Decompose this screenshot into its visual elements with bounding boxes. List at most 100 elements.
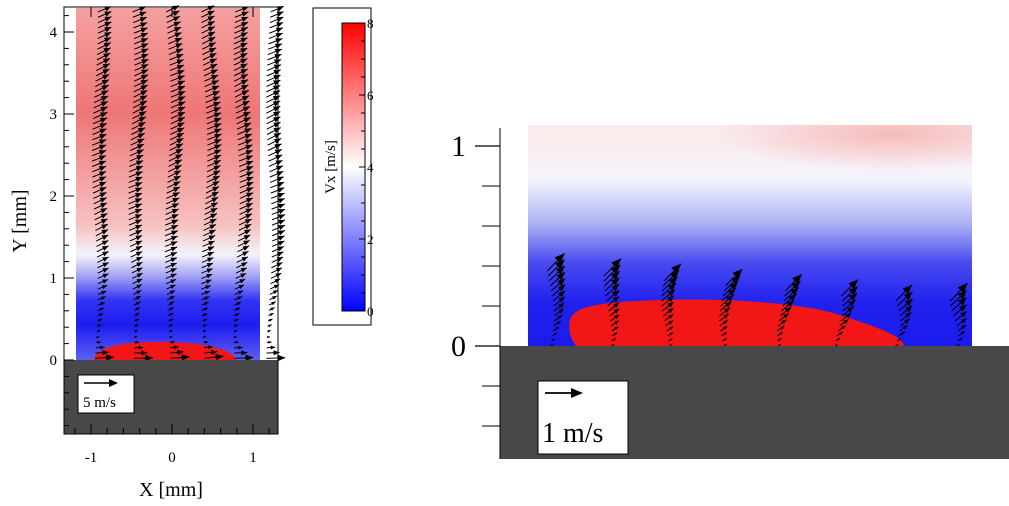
right-velocity-vector-head <box>848 279 859 290</box>
left-velocity-vector-head <box>241 11 249 17</box>
colorbar-tick-label: 0 <box>367 304 374 319</box>
left-velocity-vector-head <box>177 117 185 123</box>
left-velocity-vector-head <box>140 79 148 86</box>
left-velocity-vector-head <box>204 296 210 301</box>
right-velocity-vector-head <box>902 325 908 330</box>
left-velocity-vector-head <box>206 268 213 273</box>
left-reference-vector-box: 5 m/s <box>77 374 135 414</box>
right-velocity-vector-head <box>558 296 565 303</box>
right-velocity-vector-head <box>726 294 734 302</box>
right-velocity-vector-head <box>555 326 560 331</box>
left-velocity-vector-head <box>171 225 179 231</box>
left-x-tick-label: 1 <box>249 450 257 466</box>
left-velocity-vector-head <box>134 330 138 333</box>
left-velocity-vector-head <box>172 186 180 193</box>
right-velocity-vector-head <box>784 307 792 313</box>
left-velocity-vector-head <box>173 176 181 182</box>
left-velocity-vector-head <box>170 235 178 241</box>
right-velocity-vector-head <box>903 291 913 301</box>
left-velocity-vector-head <box>104 6 112 12</box>
left-velocity-vector-head <box>235 307 241 311</box>
left-velocity-vector-head <box>101 224 108 230</box>
left-velocity-vector-head <box>98 160 107 167</box>
left-velocity-vector-head <box>135 224 143 230</box>
right-velocity-vector-head <box>614 320 619 325</box>
left-velocity-vector-head <box>138 345 144 350</box>
left-velocity-vector-head <box>276 22 284 28</box>
left-velocity-vector-head <box>176 127 185 134</box>
left-velocity-vector-head <box>246 187 254 193</box>
left-velocity-vector-head <box>136 296 141 300</box>
colorbar-ticks: 0 2 4 6 8 <box>359 16 374 319</box>
left-velocity-vector-head <box>268 324 272 328</box>
left-velocity-vector-head <box>101 285 108 290</box>
left-velocity-vector-head <box>274 43 283 49</box>
left-velocity-vector-head <box>169 307 174 311</box>
left-velocity-vector-head <box>177 122 185 129</box>
left-velocity-vector-head <box>238 284 245 289</box>
right-upper-warm-region <box>528 125 972 215</box>
left-velocity-vector-head <box>177 349 184 355</box>
left-velocity-vector-head <box>100 112 108 118</box>
left-velocity-vector-head <box>243 123 252 129</box>
right-velocity-vector-head <box>671 263 682 274</box>
left-velocity-vector-head <box>207 246 215 252</box>
left-velocity-vector-head <box>135 319 139 322</box>
left-velocity-vector-head <box>276 16 284 23</box>
left-velocity-vector-head <box>273 127 281 134</box>
right-velocity-vector-head <box>723 326 728 330</box>
left-panel: -1 0 1 0 1 2 3 4 5 m/s Y [mm] X [mm] <box>9 5 286 501</box>
right-high-velocity-jet <box>569 299 904 346</box>
left-velocity-vector-head <box>238 345 243 350</box>
left-velocity-vector-head <box>277 246 284 252</box>
left-velocity-vector-head <box>213 160 221 166</box>
left-velocity-vector-head <box>102 268 109 273</box>
left-velocity-vector-head <box>173 181 181 187</box>
right-velocity-vector-head <box>669 344 672 347</box>
left-velocity-vector-head <box>277 203 285 209</box>
left-velocity-vector-head <box>174 159 182 166</box>
right-velocity-vector-head <box>553 332 558 336</box>
left-velocity-vector-head <box>177 91 186 97</box>
left-velocity-vector-head <box>138 6 146 12</box>
left-velocity-vector-head <box>98 313 103 317</box>
right-velocity-vector-head <box>554 253 565 264</box>
right-velocity-vector-head <box>838 332 843 336</box>
right-velocity-vector-head <box>558 290 566 298</box>
right-velocity-vector-head <box>613 302 620 309</box>
left-velocity-vector-head <box>134 198 142 204</box>
left-velocity-vector-head <box>100 106 108 113</box>
left-y-tick-label: 3 <box>50 107 58 123</box>
left-velocity-vector-head <box>171 208 179 214</box>
left-velocity-vector-head <box>208 47 217 54</box>
left-velocity-vector-head <box>278 225 286 231</box>
right-velocity-vector-head <box>958 297 967 306</box>
right-velocity-vector-head <box>667 282 677 291</box>
left-velocity-vector-head <box>172 192 180 198</box>
left-velocity-vector-head <box>169 324 173 328</box>
left-y-tick-label: 0 <box>50 353 58 369</box>
left-velocity-vector-head <box>272 290 279 295</box>
right-velocity-vector-head <box>778 344 781 347</box>
right-velocity-vector-head <box>778 338 782 341</box>
left-velocity-vector-head <box>268 340 272 344</box>
right-velocity-vector-head <box>904 298 913 307</box>
left-velocity-vector-head <box>240 74 248 80</box>
left-velocity-vector-head <box>209 218 217 225</box>
left-velocity-vector-head <box>208 42 216 48</box>
left-velocity-vector-head <box>210 75 219 81</box>
left-velocity-vector-head <box>208 241 215 246</box>
left-velocity-vector-head <box>245 155 253 161</box>
left-velocity-vector-head <box>210 202 218 208</box>
left-velocity-vector-head <box>177 106 186 113</box>
right-velocity-vector-head <box>724 344 727 347</box>
left-velocity-vector-head <box>135 246 143 252</box>
left-velocity-vector-head <box>278 219 286 225</box>
right-velocity-vector-head <box>900 331 905 336</box>
left-velocity-vector-head <box>244 133 252 140</box>
left-axis-ticks: -1 0 1 0 1 2 3 4 <box>50 7 270 466</box>
right-velocity-vector-head <box>957 283 968 294</box>
right-velocity-vector-head <box>667 295 675 303</box>
left-velocity-vector-head <box>101 290 107 295</box>
right-velocity-vector-head <box>552 338 555 341</box>
